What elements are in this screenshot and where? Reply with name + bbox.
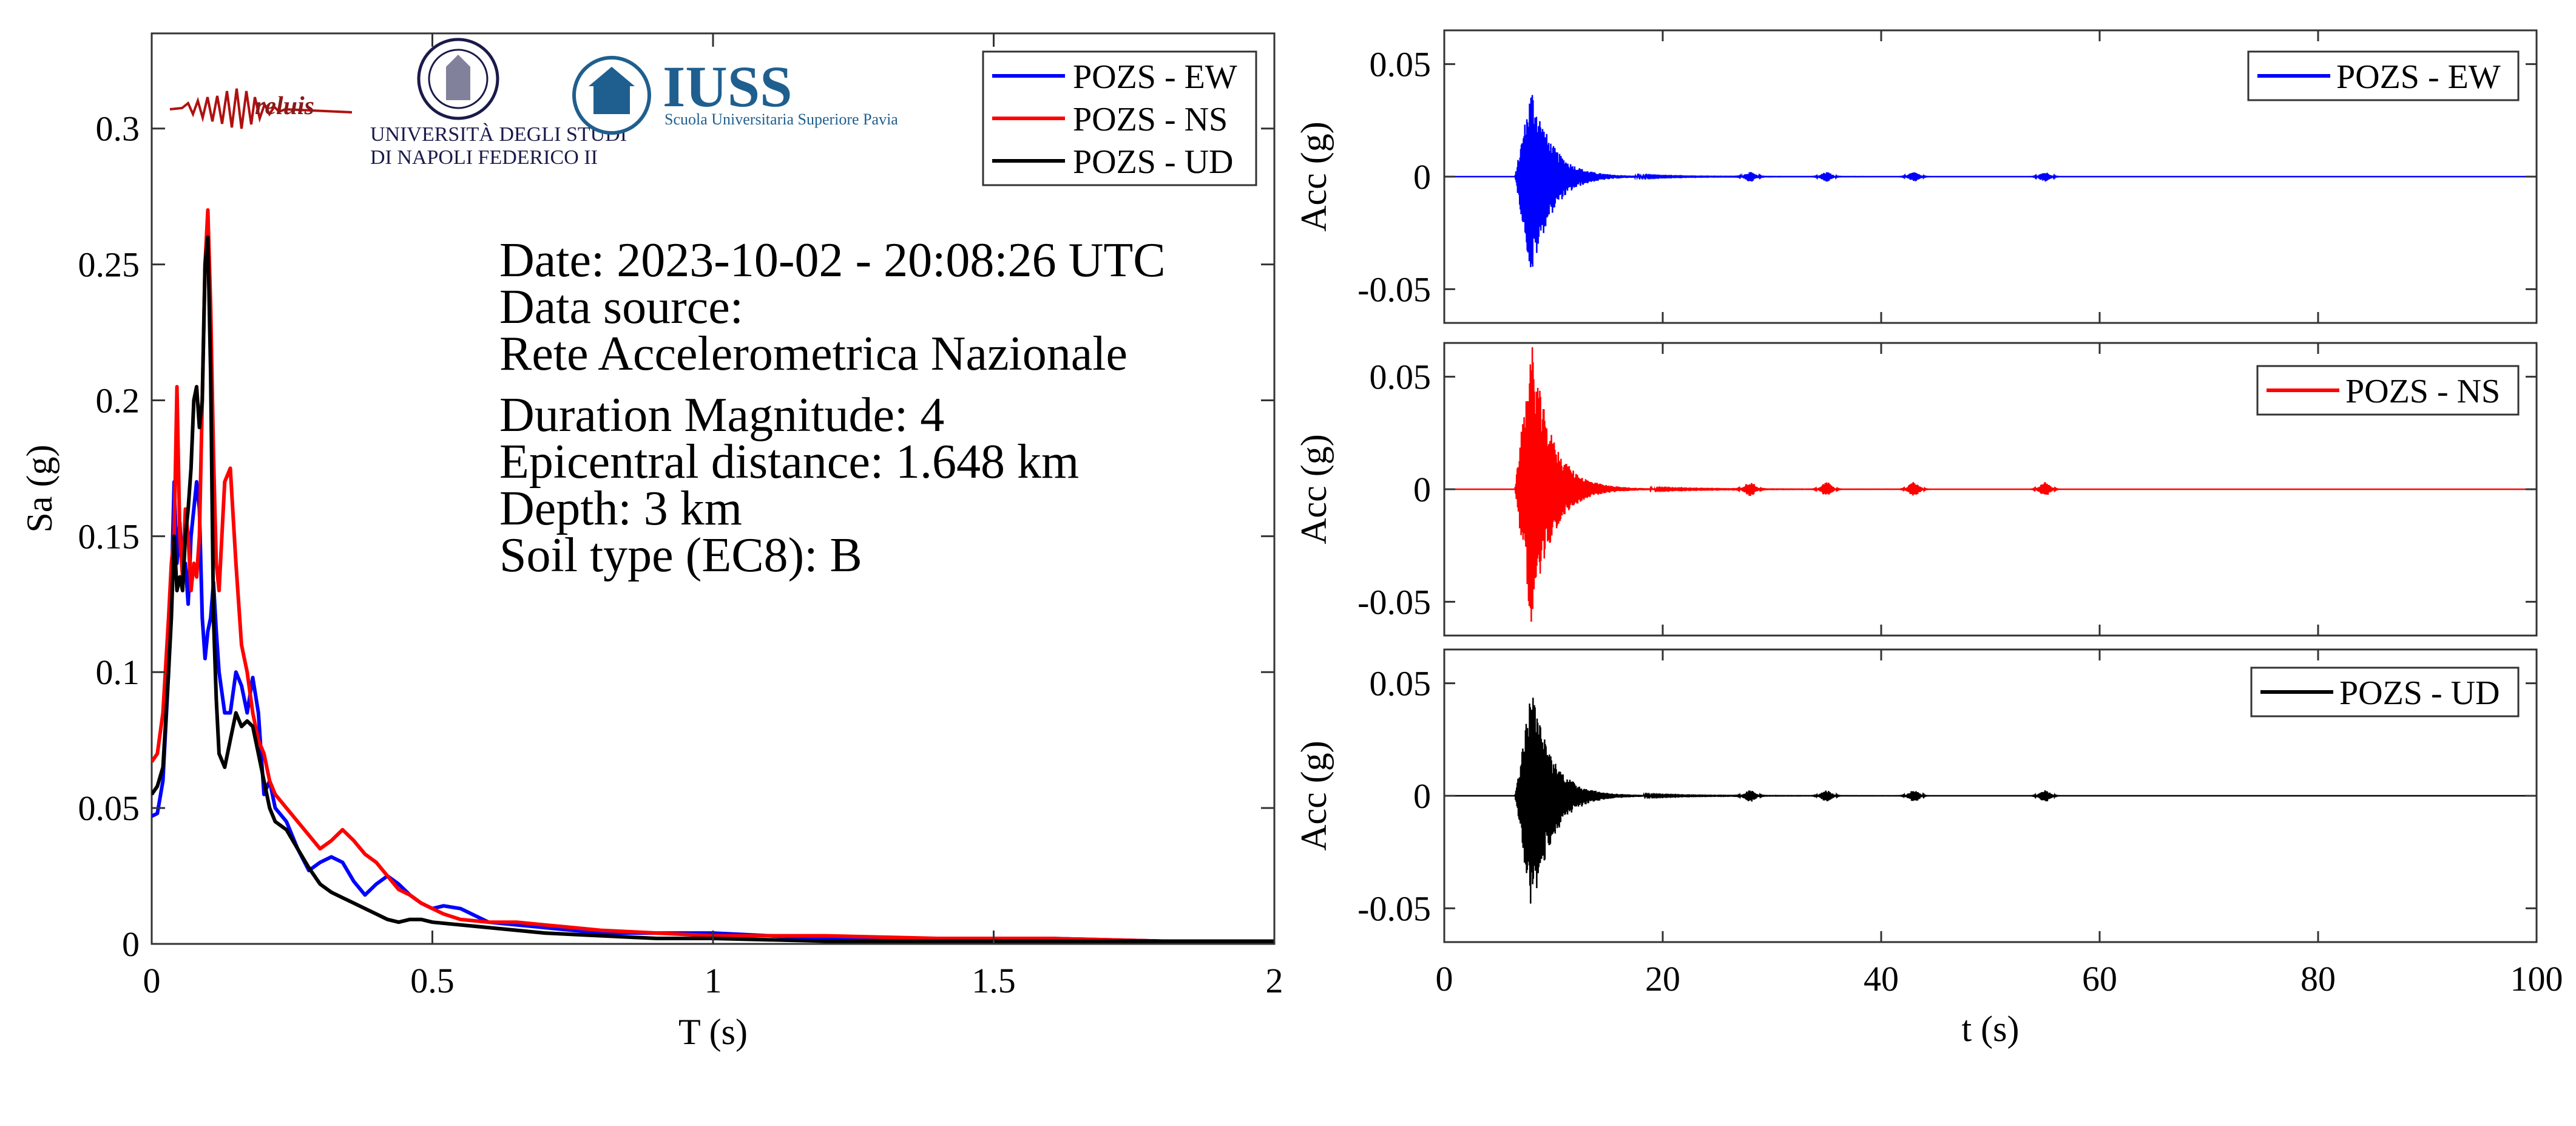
- acc-xlabel: t (s): [1962, 1009, 2020, 1049]
- spectrum-xtick-label: 2: [1266, 961, 1283, 1000]
- spectrum-ytick-label: 0.1: [96, 653, 140, 692]
- acc-ud-trace: [1444, 697, 2537, 904]
- iuss-logo-name: IUSS: [663, 54, 792, 119]
- acc-ns-ytick-label: -0.05: [1357, 582, 1431, 622]
- spectrum-ytick-label: 0.3: [96, 109, 140, 149]
- legend-entry-ud: POZS - UD: [1073, 143, 1233, 181]
- iuss-logo-subtitle: Scuola Universitaria Superiore Pavia: [664, 110, 898, 128]
- spectrum-ytick-label: 0: [122, 924, 140, 964]
- event-info: Date: 2023-10-02 - 20:08:26 UTC Data sou…: [499, 234, 1166, 582]
- spectrum-ylabel: Sa (g): [19, 445, 59, 533]
- spectrum-ticks: 0 0.5 1 1.5 2 0 0.05 0.1 0.15 0.2 0.25 0.3: [78, 33, 1283, 1000]
- acc-ew-ytick-label: -0.05: [1357, 270, 1431, 309]
- info-source-name: Rete Accelerometrica Nazionale: [499, 327, 1127, 381]
- spectrum-xtick-label: 0: [143, 961, 161, 1000]
- accelerogram-ew-panel: Acc (g) POZS - EW: [1294, 29, 2538, 324]
- spectrum-ytick-label: 0.05: [78, 789, 140, 828]
- acc-ud-ytick-label: 0.05: [1370, 664, 1432, 704]
- spectrum-ytick-label: 0.15: [78, 517, 140, 556]
- info-source-label: Data source:: [499, 280, 743, 334]
- acc-xtick-label: 60: [2082, 959, 2117, 999]
- acc-xtick-label: 100: [2510, 959, 2563, 999]
- legend-entry-ew: POZS - EW: [1073, 58, 1237, 96]
- info-distance: Epicentral distance: 1.648 km: [499, 435, 1079, 489]
- acc-ns-plot: -0.05 0 0.05: [1357, 343, 2538, 636]
- acc-ns-trace: [1444, 347, 2537, 622]
- legend-entry-ns: POZS - NS: [1073, 101, 1228, 138]
- acc-ud-ytick-label: -0.05: [1357, 889, 1431, 928]
- acc-ns-ylabel: Acc (g): [1294, 434, 1334, 544]
- acc-ud-ylabel: Acc (g): [1294, 741, 1334, 851]
- acc-ud-legend: POZS - UD: [2250, 666, 2520, 717]
- acc-ew-ytick-label: 0.05: [1370, 45, 1432, 84]
- spectrum-legend: POZS - EW POZS - NS POZS - UD: [982, 50, 1257, 186]
- acc-ns-ytick-label: 0.05: [1370, 358, 1432, 397]
- acc-ns-ytick-label: 0: [1413, 470, 1431, 509]
- info-magnitude: Duration Magnitude: 4: [499, 388, 944, 442]
- info-date: Date: 2023-10-02 - 20:08:26 UTC: [499, 234, 1166, 287]
- spectrum-series-group: [152, 208, 1274, 943]
- spectrum-xtick-label: 0.5: [410, 961, 455, 1000]
- spectrum-xtick-label: 1.5: [972, 961, 1016, 1000]
- spectrum-panel: 0 0.5 1 1.5 2 0 0.05 0.1 0.15 0.2 0.25 0.3 T (s) Sa…: [19, 32, 1283, 1052]
- acc-xtick-label: 80: [2300, 959, 2336, 999]
- spectrum-xlabel: T (s): [678, 1012, 748, 1052]
- acc-ns-legend: POZS - NS: [2256, 365, 2520, 416]
- acc-xtick-label: 0: [1436, 959, 1453, 999]
- info-soil: Soil type (EC8): B: [499, 529, 862, 582]
- acc-ew-legend: POZS - EW: [2247, 50, 2520, 101]
- acc-xtick-label: 40: [1864, 959, 1899, 999]
- spectrum-line-ud: [152, 235, 1274, 943]
- spectrum-xtick-label: 1: [705, 961, 722, 1000]
- acc-ew-ylabel: Acc (g): [1294, 121, 1334, 232]
- spectrum-ytick-label: 0.25: [78, 245, 140, 285]
- acc-ew-ytick-label: 0: [1413, 157, 1431, 197]
- spectrum-line-ew: [152, 480, 1274, 943]
- acc-ud-ytick-label: 0: [1413, 776, 1431, 816]
- spectrum-line-ns: [152, 208, 1274, 943]
- reluis-logo: reluis: [169, 88, 353, 129]
- info-depth: Depth: 3 km: [499, 482, 742, 535]
- acc-ud-legend-label: POZS - UD: [2339, 674, 2500, 712]
- spectrum-ytick-label: 0.2: [96, 381, 140, 420]
- acc-xtick-label: 20: [1645, 959, 1680, 999]
- reluis-logo-text: reluis: [255, 92, 314, 120]
- unina-logo-line2: DI NAPOLI FEDERICO II: [370, 146, 598, 169]
- accelerogram-panels: Acc (g) POZS - EW Acc (g) POZS - NS Acc …: [1294, 29, 2563, 1049]
- iuss-logo: IUSS Scuola Universitaria Superiore Pavi…: [572, 54, 898, 135]
- unina-logo-line1: UNIVERSITÀ DEGLI STUDI: [370, 123, 627, 146]
- unina-logo: UNIVERSITÀ DEGLI STUDI DI NAPOLI FEDERIC…: [370, 38, 627, 169]
- reluis-waveform-icon: [169, 88, 353, 129]
- acc-ew-plot: -0.05 0 0.05: [1357, 30, 2538, 323]
- acc-ew-legend-label: POZS - EW: [2336, 58, 2501, 96]
- acc-ns-legend-label: POZS - NS: [2345, 373, 2500, 410]
- acc-ew-trace: [1444, 95, 2537, 268]
